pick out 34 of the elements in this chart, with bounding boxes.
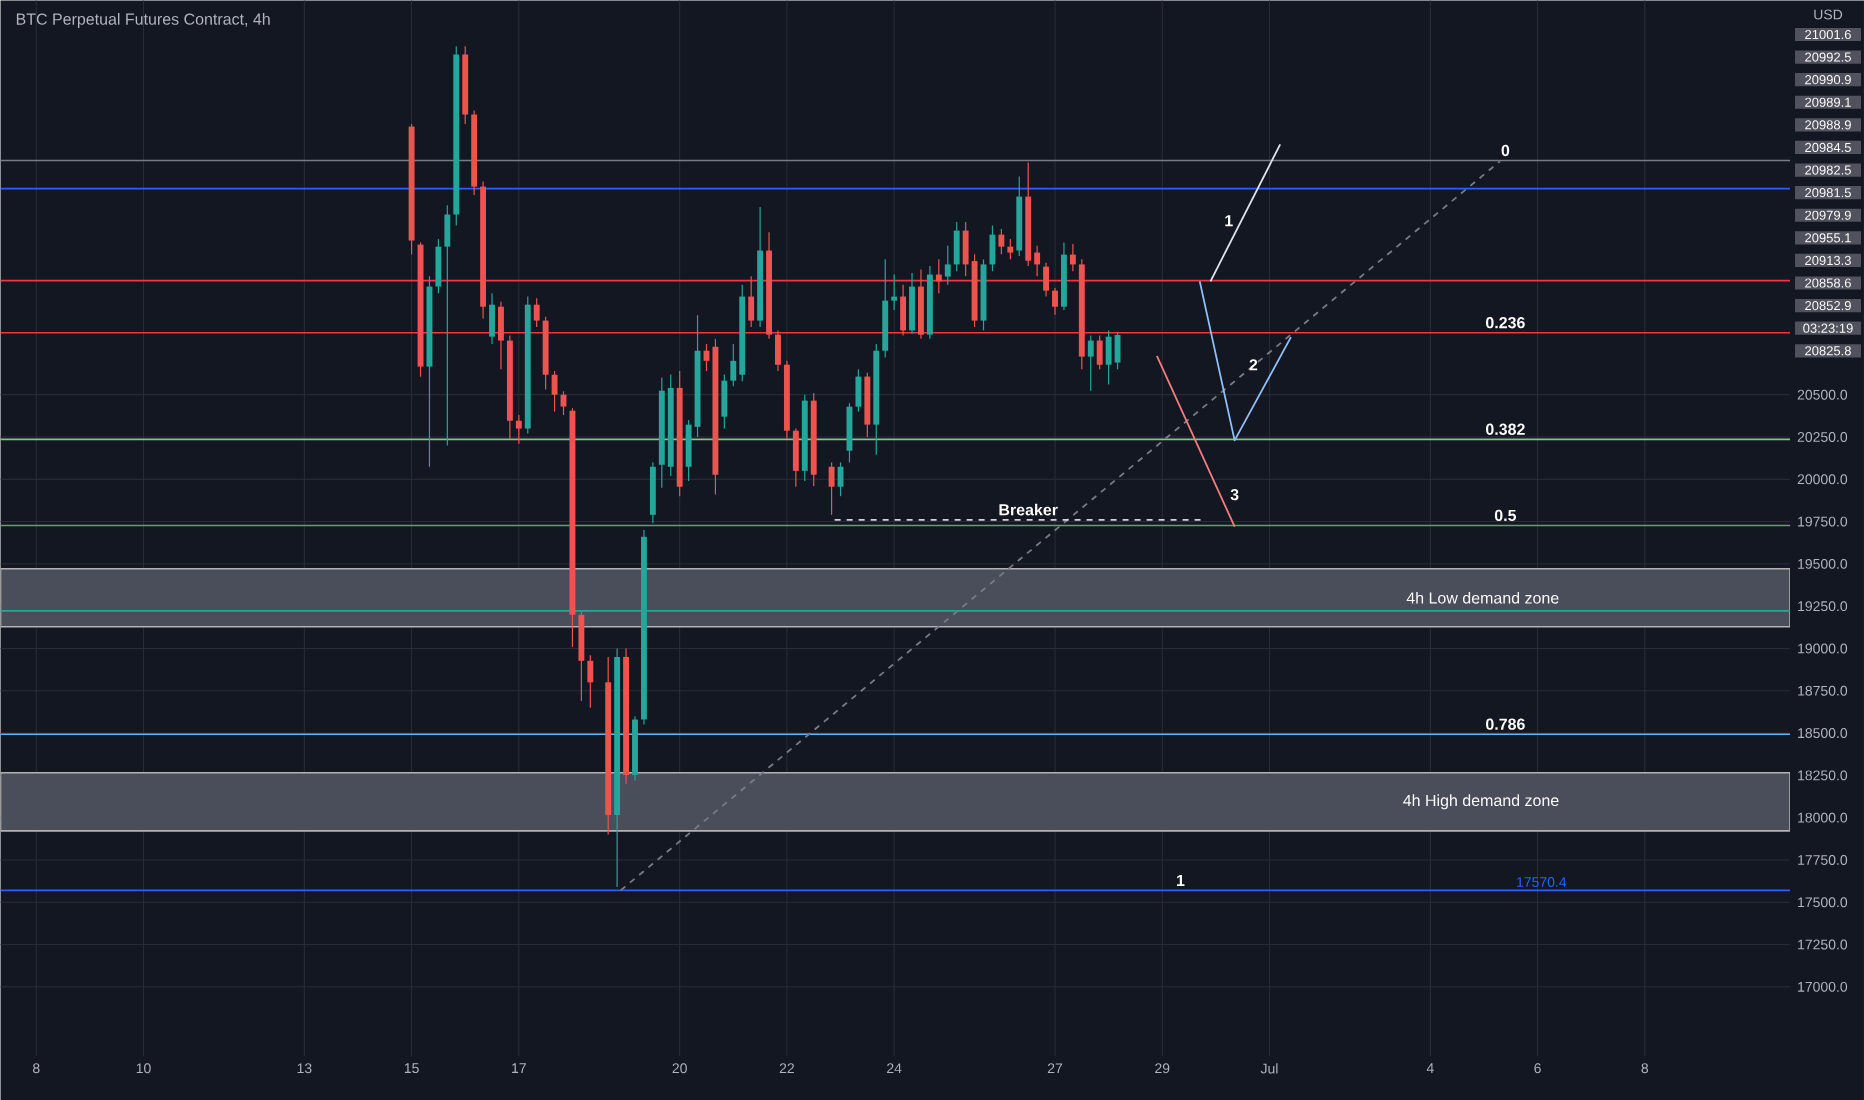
- candlestick: [1087, 334, 1094, 392]
- annotation: 1: [1177, 874, 1185, 886]
- text: BTC Perpetual Futures Contract, 4h: [16, 12, 270, 28]
- candlestick: [998, 228, 1005, 255]
- annotation: 3: [1230, 488, 1239, 501]
- annotation: Breaker: [999, 503, 1058, 516]
- candlestick: [944, 245, 951, 286]
- candlestick: [498, 300, 504, 370]
- candlestick: [515, 414, 522, 445]
- annotation: 0.382: [1486, 423, 1525, 435]
- candlestick: [435, 238, 442, 294]
- annotation: 2: [1249, 359, 1258, 371]
- annotation: 0.786: [1486, 718, 1525, 730]
- annotation: 0: [1501, 144, 1510, 157]
- candlestick: [1096, 334, 1103, 370]
- candlestick: [1069, 243, 1076, 272]
- candlestick: [935, 258, 942, 294]
- candlestick: [953, 221, 960, 272]
- candlestick: [792, 427, 799, 488]
- candlestick: [989, 224, 996, 272]
- candlestick: [1007, 238, 1014, 260]
- candlestick: [775, 329, 781, 372]
- candlestick: [489, 292, 495, 345]
- band-label: 4h Low demand zone: [1406, 591, 1559, 604]
- band-label: 4h High demand zone: [1403, 794, 1559, 810]
- candlestick: [1052, 287, 1058, 316]
- candlestick: [1043, 262, 1050, 298]
- candlestick: [748, 275, 755, 328]
- annotation: 0.5: [1494, 509, 1517, 521]
- annotation: 1: [1225, 215, 1233, 227]
- candlestick: [1114, 331, 1121, 370]
- candlestick: [721, 373, 728, 430]
- annotation: 0.236: [1486, 316, 1525, 329]
- candlestick: [444, 204, 451, 446]
